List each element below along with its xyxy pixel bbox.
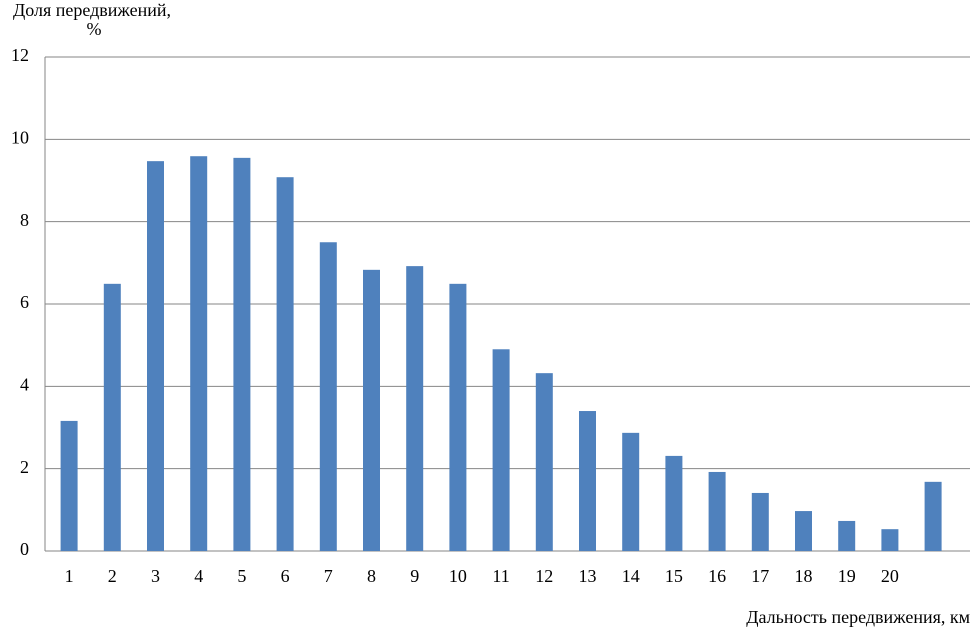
x-tick-label: 8 [367, 566, 376, 586]
bar [579, 411, 596, 551]
x-tick-label: 3 [151, 566, 160, 586]
bar [838, 520, 856, 551]
bar [60, 420, 78, 551]
bar [276, 177, 294, 551]
bar [103, 283, 121, 551]
x-tick-label: 6 [281, 566, 290, 586]
x-tick-label: 15 [665, 566, 683, 586]
bar [622, 432, 640, 551]
x-tick-label: 11 [492, 566, 509, 586]
bar [881, 529, 899, 551]
bar [535, 373, 553, 551]
bar [406, 266, 424, 551]
x-tick-label: 17 [751, 566, 769, 586]
y-tick-label: 2 [20, 457, 29, 477]
x-axis-label: Дальность передвижения, км [746, 607, 970, 627]
x-tick-label: 13 [579, 566, 597, 586]
x-tick-label: 18 [795, 566, 813, 586]
x-tick-label: 20 [881, 566, 899, 586]
x-tick-label: 9 [410, 566, 419, 586]
y-tick-label: 0 [20, 539, 29, 559]
x-tick-label: 19 [838, 566, 856, 586]
bar [924, 481, 942, 551]
bar [795, 511, 812, 551]
x-tick-label: 14 [622, 566, 640, 586]
bar [233, 157, 251, 551]
x-tick-label: 2 [108, 566, 117, 586]
bar [665, 455, 683, 551]
bar [492, 349, 510, 551]
x-tick-label: 7 [324, 566, 333, 586]
y-tick-label: 12 [11, 45, 29, 65]
y-tick-label: 8 [20, 210, 29, 230]
y-tick-label: 6 [20, 292, 29, 312]
x-tick-label: 10 [449, 566, 467, 586]
bar [751, 492, 769, 551]
x-tick-label: 16 [708, 566, 726, 586]
x-tick-label: 12 [535, 566, 553, 586]
bar [708, 471, 726, 551]
y-axis-label: Доля передвижений, [13, 0, 171, 20]
bar [319, 242, 337, 551]
y-tick-label: 4 [20, 374, 29, 394]
x-tick-label: 1 [65, 566, 74, 586]
bar [190, 156, 208, 551]
bar [363, 269, 380, 551]
bar [147, 161, 164, 551]
y-tick-label: 10 [11, 127, 29, 147]
x-tick-label: 5 [237, 566, 246, 586]
x-tick-label: 4 [194, 566, 203, 586]
y-axis-label: % [87, 19, 102, 39]
bar [449, 283, 467, 551]
